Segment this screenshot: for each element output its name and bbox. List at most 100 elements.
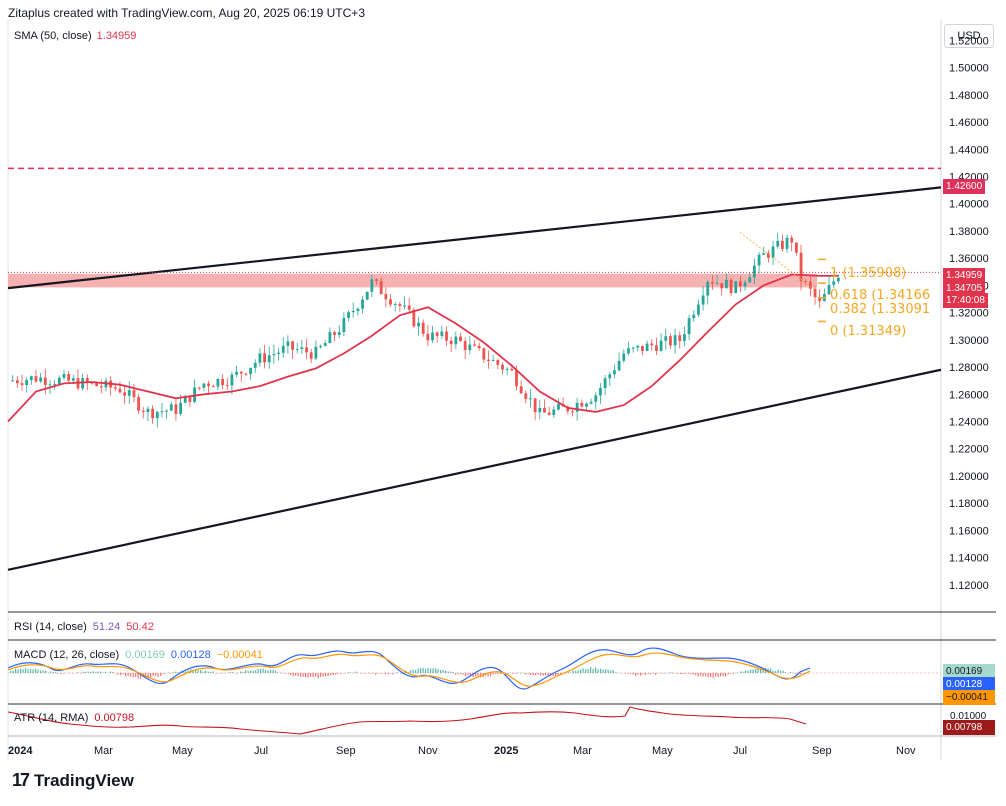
- tradingview-logo[interactable]: 17 TradingView: [12, 770, 134, 791]
- macd-hist-bar: [682, 673, 684, 674]
- macd-hist-bar: [197, 670, 199, 673]
- macd-hist-bar: [22, 669, 24, 673]
- macd-hist-bar: [407, 671, 409, 673]
- macd-hist-bar: [807, 673, 809, 674]
- fib-level-0382[interactable]: 0.382 (1.33091: [830, 302, 931, 317]
- candle-body: [277, 352, 280, 354]
- macd-hist-bar: [47, 672, 49, 674]
- y-tick-label: 1.16000: [949, 525, 989, 537]
- candle-body: [225, 385, 229, 387]
- candle-body: [734, 281, 738, 294]
- candle-body: [90, 382, 94, 384]
- candle-body: [309, 352, 313, 359]
- atr-legend[interactable]: ATR (14, RMA) 0.00798: [14, 712, 134, 724]
- macd-hist-bar: [27, 668, 29, 673]
- macd-hist-bar: [495, 673, 497, 675]
- atr-badge: 0.00798: [943, 720, 995, 735]
- macd-hist-bar: [130, 673, 132, 677]
- y-tick-label: 1.28000: [949, 362, 989, 374]
- candle-body: [239, 371, 243, 374]
- macd-hist-bar: [235, 673, 237, 674]
- fib-tool[interactable]: [739, 231, 826, 323]
- countdown-badge: 17:40:08: [943, 293, 988, 308]
- sma-legend-label: SMA (50, close): [14, 30, 92, 42]
- macd-hist-bar: [200, 670, 202, 673]
- x-tick-label: Jul: [733, 745, 747, 757]
- candle-body: [715, 283, 719, 285]
- rsi-legend[interactable]: RSI (14, close) 51.24 50.42: [14, 621, 154, 633]
- macd-hist-bar: [37, 669, 39, 673]
- macd-hist-bar: [792, 672, 794, 674]
- macd-hist-bar: [477, 673, 479, 676]
- macd-hist-bar: [607, 669, 609, 673]
- macd-hist-bar: [330, 673, 332, 676]
- candle-body: [757, 254, 761, 266]
- macd-hist-bar: [687, 673, 689, 674]
- x-tick-label: Nov: [418, 745, 438, 757]
- macd-hist-bar: [582, 668, 584, 673]
- macd-hist-bar: [535, 673, 537, 676]
- macd-hist-bar: [312, 673, 314, 678]
- candle-body: [267, 355, 271, 363]
- candle-body: [62, 374, 66, 378]
- candle-body: [48, 384, 52, 386]
- macd-hist-bar: [422, 667, 424, 673]
- chart-header: Zitaplus created with TradingView.com, A…: [8, 6, 365, 20]
- macd-hist-bar: [735, 672, 737, 674]
- candle-body: [286, 341, 290, 346]
- currency-button[interactable]: USD: [944, 24, 994, 48]
- macd-line-badge: 0.00128: [943, 677, 995, 692]
- macd-hist-bar: [17, 669, 19, 673]
- macd-hist-bar: [727, 673, 729, 675]
- macd-hist-bar: [212, 671, 214, 673]
- macd-hist-bar: [472, 673, 474, 678]
- macd-hist-bar: [265, 670, 267, 673]
- macd-hist-bar: [310, 673, 312, 677]
- candle-body: [197, 387, 201, 389]
- candle-body: [594, 395, 598, 402]
- sma-line[interactable]: [7, 273, 839, 423]
- macd-hist-bar: [632, 673, 634, 675]
- sma-badge: 1.34705: [943, 281, 986, 296]
- rsi-legend-label: RSI (14, close): [14, 621, 87, 633]
- candle-body: [776, 240, 780, 247]
- macd-hist-bar: [115, 673, 117, 674]
- x-tick-label: May: [172, 745, 193, 757]
- macd-hist-bar: [222, 672, 224, 674]
- atr-value: 0.00798: [94, 712, 135, 724]
- channel-lower-line[interactable]: [7, 368, 942, 571]
- macd-hist-bar: [102, 672, 104, 673]
- macd-hist-bar: [540, 673, 542, 676]
- macd-hist-bar: [237, 672, 239, 674]
- fib-level-1[interactable]: 1 (1.35908): [830, 266, 907, 281]
- macd-legend[interactable]: MACD (12, 26, close) 0.00169 0.00128 −0.000…: [14, 649, 263, 661]
- candle-body: [725, 279, 728, 289]
- candle-body: [216, 378, 220, 387]
- y-tick-label: 1.44000: [949, 144, 989, 156]
- macd-hist-bar: [370, 673, 372, 674]
- macd-hist-bar: [487, 673, 489, 677]
- macd-hist-bar: [752, 669, 754, 673]
- candle-body: [370, 279, 374, 292]
- candle-body: [127, 390, 131, 396]
- fib-level-0[interactable]: 0 (1.31349): [830, 324, 907, 339]
- candle-body: [762, 253, 766, 255]
- candle-body: [753, 265, 756, 278]
- fib-level-0618[interactable]: 0.618 (1.34166: [830, 288, 931, 303]
- macd-hist-bar: [147, 673, 149, 678]
- macd-hist-bar: [772, 670, 774, 673]
- macd-hist-bar: [552, 673, 554, 677]
- candle-body: [258, 353, 262, 363]
- resistance-zone[interactable]: [8, 273, 817, 288]
- candle-body: [160, 411, 164, 413]
- channel-upper-line[interactable]: [7, 186, 942, 290]
- sma-legend[interactable]: SMA (50, close) 1.34959: [14, 30, 136, 42]
- x-tick-label: Mar: [94, 745, 113, 757]
- candle-body: [244, 373, 248, 375]
- candle-body: [459, 336, 462, 342]
- candle-body: [393, 304, 397, 306]
- rsi-value-2: 50.42: [126, 621, 154, 633]
- tradingview-mark-icon: 17: [12, 770, 30, 790]
- macd-hist-bar: [217, 673, 219, 674]
